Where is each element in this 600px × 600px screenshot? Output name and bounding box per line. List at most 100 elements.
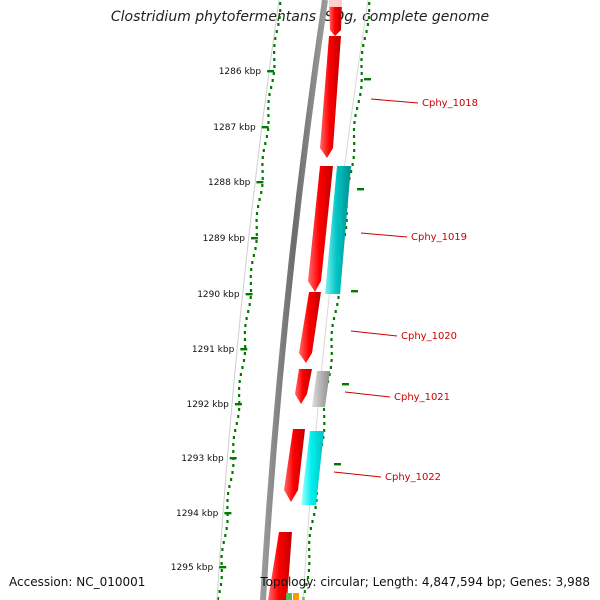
- gc-dot: [323, 429, 326, 432]
- gc-dot: [227, 492, 230, 495]
- gc-dash: [334, 463, 341, 466]
- gc-dash: [364, 78, 371, 81]
- gc-dot: [260, 191, 263, 194]
- gc-dot: [261, 177, 264, 180]
- gc-dot: [308, 534, 311, 537]
- gc-dot: [323, 415, 326, 418]
- gc-dot: [307, 569, 310, 572]
- gc-dot: [359, 93, 362, 96]
- gc-dot: [234, 429, 237, 432]
- gene-arrow: [329, 0, 342, 36]
- gc-dot: [330, 345, 333, 348]
- kbp-tick-label: 1287 kbp: [213, 123, 256, 133]
- gc-dot: [308, 562, 311, 565]
- gc-dot: [220, 555, 223, 558]
- gc-dot: [279, 2, 282, 5]
- gc-dot: [274, 37, 277, 40]
- kbp-tick: [261, 126, 269, 129]
- gc-dot: [255, 219, 258, 222]
- kbp-tick-label: 1288 kbp: [208, 178, 251, 188]
- gc-dot: [243, 338, 247, 341]
- gc-dot: [247, 310, 250, 313]
- gc-dot: [303, 590, 306, 593]
- gc-dot: [277, 23, 280, 26]
- gc-dot: [314, 506, 317, 509]
- gc-dot: [249, 275, 252, 278]
- gc-dot: [243, 352, 246, 355]
- gc-dot: [219, 583, 223, 586]
- gc-dot: [231, 471, 234, 474]
- gc-dot: [360, 86, 363, 89]
- kbp-tick-label: 1286 kbp: [219, 67, 262, 77]
- label-connector: [370, 98, 419, 104]
- gc-dot: [313, 513, 316, 516]
- gc-dot: [332, 317, 336, 320]
- kbp-tick-label: 1289 kbp: [203, 234, 246, 244]
- gc-dot: [323, 422, 326, 425]
- feature-ring-outline-outer: [216, 0, 280, 600]
- kbp-tick: [245, 293, 253, 296]
- gc-dot: [241, 366, 244, 369]
- gc-dot: [267, 128, 270, 131]
- gene-label: Cphy_1022: [385, 472, 441, 483]
- gc-dot: [275, 30, 278, 33]
- gene-arrow: [308, 166, 333, 292]
- gc-dot: [322, 436, 325, 439]
- gc-dot: [353, 149, 356, 152]
- genome-info-text: Topology: circular; Length: 4,847,594 bp…: [260, 575, 590, 589]
- kbp-tick: [229, 457, 237, 460]
- gene-arrow: [268, 532, 292, 600]
- gc-dot: [328, 373, 331, 376]
- gc-dot: [315, 499, 318, 502]
- gc-dot: [279, 9, 282, 12]
- gc-dot: [368, 9, 371, 12]
- gc-dot: [230, 478, 233, 481]
- gc-dot: [254, 247, 257, 250]
- gc-dot: [261, 163, 264, 166]
- genome-backbone: [260, 0, 328, 600]
- gc-dot: [268, 93, 271, 96]
- gc-dot: [362, 44, 365, 47]
- gc-dot: [226, 499, 229, 502]
- gc-dot: [278, 16, 281, 19]
- gc-dot: [255, 212, 259, 215]
- gc-dot: [267, 121, 270, 124]
- gc-dot: [237, 415, 240, 418]
- gc-dot: [238, 394, 241, 397]
- kbp-tick-label: 1292 kbp: [186, 400, 229, 410]
- gc-dot: [360, 72, 363, 75]
- gc-dot: [271, 79, 274, 82]
- kbp-tick-label: 1293 kbp: [181, 454, 224, 464]
- gc-dot: [224, 534, 227, 537]
- gc-dot: [255, 240, 258, 243]
- gc-dot: [252, 254, 255, 257]
- gc-dot: [334, 310, 337, 313]
- gc-dot: [311, 520, 314, 523]
- gc-dot: [336, 303, 339, 306]
- gc-dot: [352, 156, 355, 159]
- gc-dot: [239, 373, 242, 376]
- gc-dot: [273, 44, 276, 47]
- gc-dot: [357, 100, 360, 103]
- label-connector: [350, 330, 398, 337]
- gc-dot: [329, 366, 332, 369]
- gc-dot: [258, 198, 261, 201]
- gene-label: Cphy_1019: [411, 232, 467, 243]
- gc-dot: [267, 114, 270, 117]
- gc-dot: [228, 485, 231, 488]
- gc-dot: [257, 205, 260, 208]
- gene-label: Cphy_1021: [394, 392, 450, 403]
- gc-dot: [221, 548, 224, 551]
- gc-dot: [222, 541, 225, 544]
- gc-dot: [366, 23, 369, 26]
- gc-dot: [238, 401, 241, 404]
- gc-dot: [352, 128, 356, 131]
- gc-dot: [363, 37, 366, 40]
- kbp-tick-label: 1295 kbp: [171, 563, 214, 573]
- gc-dot: [238, 380, 241, 383]
- gc-skew-dots: [216, 2, 371, 600]
- gc-dot: [331, 324, 334, 327]
- gc-dash: [351, 290, 358, 293]
- gc-dot: [249, 289, 253, 292]
- gene-label: Cphy_1018: [422, 98, 478, 109]
